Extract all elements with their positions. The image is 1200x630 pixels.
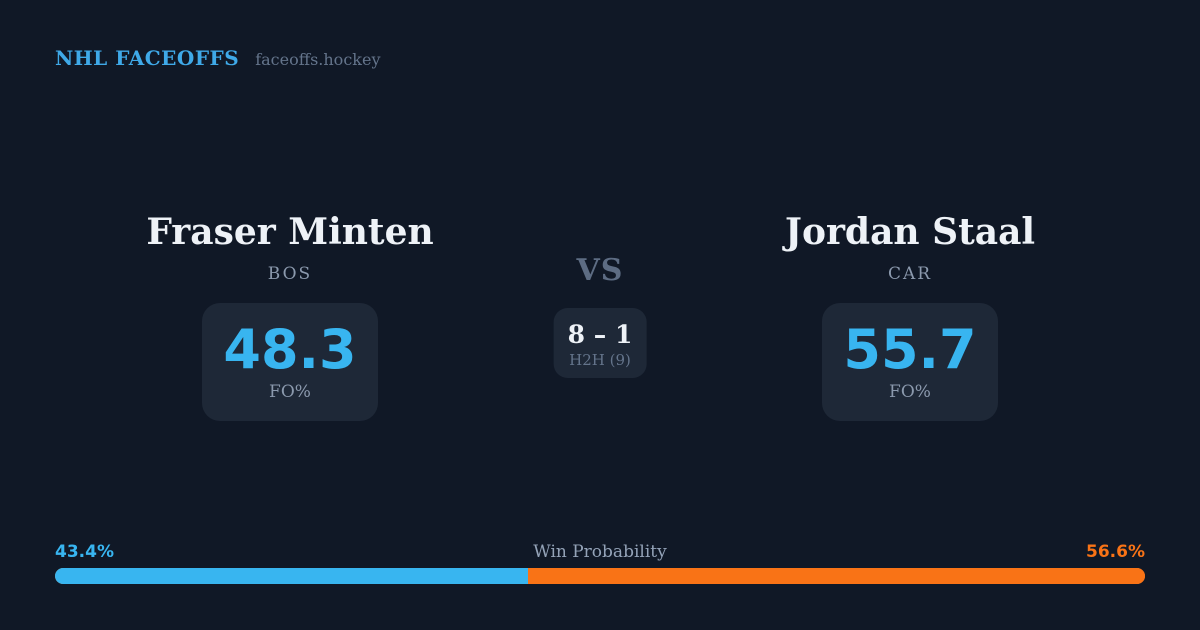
team-code-left: BOS	[267, 264, 313, 284]
fo-stat-card-left: 48.3 FO%	[202, 303, 378, 421]
site-url: faceoffs.hockey	[255, 50, 381, 69]
win-prob-bar	[55, 568, 1145, 584]
h2h-record: 8 – 1	[567, 319, 633, 349]
win-prob-bar-left-segment	[55, 568, 529, 584]
fo-value-left: 48.3	[223, 318, 357, 381]
team-code-right: CAR	[887, 264, 933, 284]
fo-value-right: 55.7	[843, 318, 977, 381]
header: NHL FACEOFFS faceoffs.hockey	[55, 46, 380, 70]
vs-column: VS 8 – 1 H2H (9)	[553, 253, 647, 378]
fo-label-left: FO%	[269, 382, 311, 402]
win-prob-bar-right-segment	[528, 568, 1145, 584]
fo-label-right: FO%	[889, 382, 931, 402]
player-name-left: Fraser Minten	[146, 211, 434, 253]
h2h-label: H2H (9)	[569, 350, 631, 369]
win-prob-title: Win Probability	[533, 542, 667, 562]
player-column-left: Fraser Minten BOS 48.3 FO%	[80, 210, 500, 421]
brand-title: NHL FACEOFFS	[55, 46, 240, 70]
player-name-right: Jordan Staal	[784, 211, 1036, 253]
win-prob-right-pct: 56.6%	[1086, 542, 1145, 562]
win-probability-labels: 43.4% Win Probability 56.6%	[55, 541, 1145, 563]
h2h-card: 8 – 1 H2H (9)	[553, 308, 647, 378]
fo-stat-card-right: 55.7 FO%	[822, 303, 998, 421]
vs-label: VS	[576, 253, 624, 288]
win-prob-left-pct: 43.4%	[55, 542, 114, 562]
player-column-right: Jordan Staal CAR 55.7 FO%	[700, 210, 1120, 421]
